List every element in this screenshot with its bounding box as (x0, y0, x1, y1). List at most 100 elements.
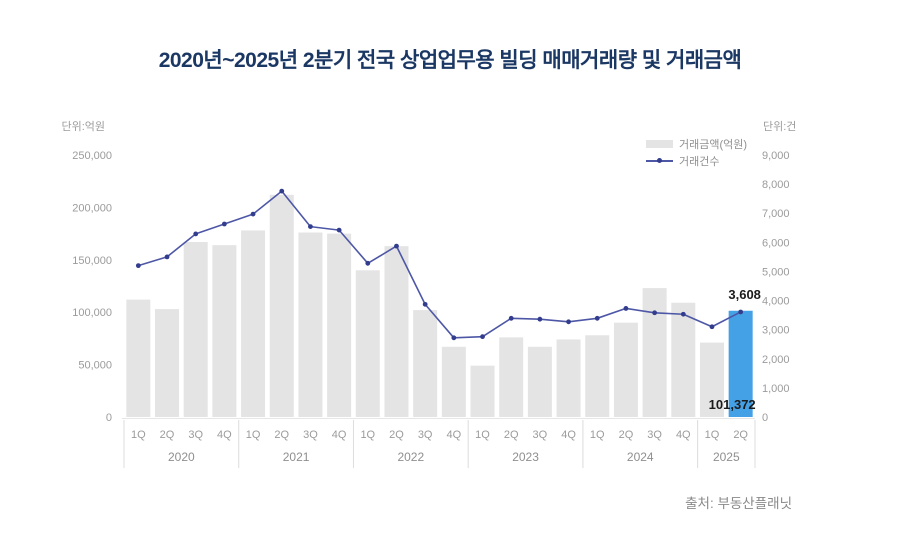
quarter-label: 2Q (733, 429, 748, 441)
amount-bar (212, 245, 237, 417)
count-marker (422, 301, 428, 307)
count-marker (394, 243, 399, 249)
quarter-label: 1Q (131, 429, 146, 441)
count-marker (193, 231, 199, 237)
quarter-label: 4Q (217, 429, 232, 441)
quarter-label: 4Q (332, 429, 347, 441)
amount-bar (613, 322, 638, 417)
year-label: 2024 (627, 450, 654, 464)
count-marker (738, 309, 744, 315)
amount-bar (499, 337, 524, 417)
quarter-label: 3Q (418, 429, 433, 441)
amount-bar (699, 342, 724, 417)
right-axis-tick-label: 4,000 (762, 296, 790, 308)
amount-bar (155, 309, 180, 417)
count-marker (451, 335, 457, 341)
count-value-annotation: 3,608 (728, 287, 761, 302)
quarter-label: 3Q (533, 429, 548, 441)
count-line (138, 190, 742, 339)
quarter-label: 1Q (705, 429, 720, 441)
right-axis-tick-label: 3,000 (762, 325, 790, 337)
count-marker (221, 221, 227, 227)
right-axis-tick-label: 6,000 (762, 237, 790, 249)
count-marker (279, 188, 285, 194)
left-axis-tick-label: 50,000 (78, 360, 112, 372)
right-axis-tick-label: 0 (762, 412, 768, 424)
year-label: 2023 (512, 450, 539, 464)
right-axis-tick-label: 7,000 (762, 208, 790, 220)
chart-title: 2020년~2025년 2분기 전국 상업업무용 빌딩 매매거래량 및 거래금액 (158, 49, 742, 72)
quarter-label: 2Q (504, 429, 519, 441)
count-marker (709, 324, 715, 330)
amount-bar (183, 241, 208, 417)
quarter-label: 2Q (274, 429, 289, 441)
quarter-label: 2Q (619, 429, 634, 441)
right-axis-tick-label: 2,000 (762, 354, 790, 366)
right-axis-tick-label: 8,000 (762, 179, 790, 191)
quarter-label: 4Q (561, 429, 576, 441)
amount-bar (671, 302, 696, 417)
source-caption: 출처: 부동산플래닛 (685, 496, 792, 511)
count-marker (680, 311, 686, 317)
count-marker (164, 254, 170, 260)
amount-bar (470, 365, 495, 417)
count-line-swatch-icon (646, 157, 673, 163)
left-axis-tick-label: 150,000 (72, 255, 112, 267)
amount-bar (355, 270, 380, 417)
quarter-label: 2Q (389, 429, 404, 441)
count-marker (336, 227, 342, 233)
quarter-label: 3Q (303, 429, 318, 441)
quarter-label: 1Q (590, 429, 605, 441)
quarter-label: 4Q (676, 429, 691, 441)
quarter-label: 3Q (188, 429, 203, 441)
legend-item-amount: 거래금액(억원) (646, 135, 748, 152)
left-axis-tick-label: 200,000 (72, 202, 112, 214)
amount-bar (556, 339, 581, 417)
count-marker (250, 211, 256, 217)
year-label: 2022 (397, 450, 424, 464)
count-marker (508, 315, 514, 321)
amount-bar (126, 299, 151, 417)
count-marker (480, 334, 485, 340)
amount-bar (642, 288, 667, 417)
amount-bar (441, 346, 466, 417)
quarter-label: 1Q (475, 429, 490, 441)
amount-bar (298, 232, 323, 417)
count-marker (652, 310, 658, 316)
quarter-label: 1Q (360, 429, 375, 441)
right-axis-tick-label: 1,000 (762, 383, 790, 395)
highlighted-amount-bar (728, 310, 753, 417)
right-axis-tick-label: 5,000 (762, 266, 790, 278)
year-label: 2021 (283, 450, 310, 464)
count-marker (308, 224, 313, 230)
left-axis-unit-label: 단위:억원 (61, 121, 105, 133)
year-label: 2020 (168, 450, 195, 464)
right-axis-tick-label: 9,000 (762, 150, 790, 162)
count-marker (365, 260, 371, 266)
amount-bar (241, 230, 266, 417)
count-marker (566, 319, 571, 325)
count-marker (594, 315, 600, 321)
amount-bar-swatch-icon (646, 139, 673, 148)
left-axis-tick-label: 100,000 (72, 307, 112, 319)
amount-bar (269, 194, 294, 417)
amount-bar (327, 233, 352, 417)
right-axis-unit-label: 단위:건 (763, 121, 797, 133)
amount-bar (384, 246, 409, 417)
legend-amount-label: 거래금액(억원) (679, 138, 748, 151)
left-axis-tick-label: 250,000 (72, 150, 112, 162)
legend-item-count: 거래건수 (646, 152, 746, 169)
count-marker (135, 263, 141, 269)
amount-bar (413, 310, 438, 417)
year-label: 2025 (713, 450, 740, 464)
quarter-label: 4Q (446, 429, 461, 441)
quarter-label: 1Q (246, 429, 261, 441)
amount-value-annotation: 101,372 (709, 397, 756, 412)
quarter-label: 2Q (160, 429, 175, 441)
count-marker (623, 306, 629, 311)
quarter-label: 3Q (647, 429, 662, 441)
amount-bar (585, 335, 610, 417)
count-marker (537, 316, 543, 322)
legend-count-label: 거래건수 (679, 155, 720, 168)
